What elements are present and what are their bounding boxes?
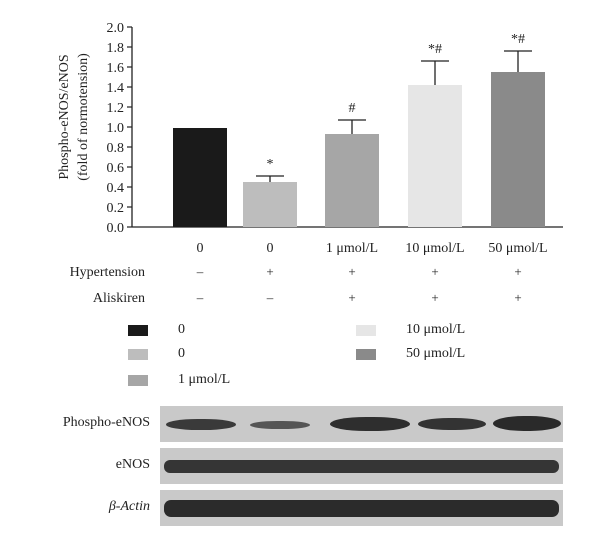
legend-label: 0	[178, 346, 185, 361]
y-tick-label: 1.2	[107, 101, 125, 116]
blot-row-phospho-enos: Phospho-eNOS	[0, 406, 600, 444]
y-tick-label: 0.6	[107, 161, 125, 176]
legend-label: 50 μmol/L	[406, 346, 466, 361]
y-tick-label: 2.0	[107, 21, 125, 36]
chart-annotations: 0 * 0 #1 μmol/L *# 10 μmol/L *# 50 μmol/L Hypert…	[70, 32, 548, 306]
legend-swatch	[128, 374, 148, 386]
condition-symbol: +	[514, 264, 521, 279]
chart-axes: 0.0 0.2 0.4 0.6 0.8 1.0 1.2 1.4 1.6 1.8 2.0	[107, 21, 563, 236]
condition-symbol: +	[266, 264, 273, 279]
bar	[173, 128, 227, 227]
x-category-label: 50 μmol/L	[488, 241, 547, 256]
y-axis-label-line1: Phospho-eNOS/eNOS	[57, 54, 72, 179]
x-category-label: 10 μmol/L	[405, 241, 464, 256]
y-tick-label: 0.0	[107, 221, 125, 236]
condition-symbol: +	[348, 264, 355, 279]
condition-symbol: +	[431, 290, 438, 305]
blot-label: β-Actin	[108, 499, 150, 514]
condition-symbol: –	[266, 290, 274, 305]
legend-label: 0	[178, 322, 185, 337]
y-tick-label: 1.6	[107, 61, 125, 76]
legend-swatch	[128, 324, 148, 336]
blot-label: Phospho-eNOS	[62, 415, 150, 430]
x-category-label: 0	[267, 241, 274, 256]
condition-row-label: Aliskiren	[93, 291, 145, 306]
y-tick-label: 0.2	[107, 201, 125, 216]
bar-chart: 0.0 0.2 0.4 0.6 0.8 1.0 1.2 1.4 1.6 1.8 2.0 0 * 0 #1 …	[57, 21, 563, 306]
y-tick-label: 0.4	[107, 181, 125, 196]
condition-symbol: +	[348, 290, 355, 305]
legend-item: 0	[128, 346, 185, 362]
blot-image	[160, 406, 563, 442]
legend-item: 1 μmol/L	[128, 372, 230, 388]
bar	[408, 85, 462, 227]
bar	[325, 134, 379, 227]
x-category-label: 0	[197, 241, 204, 256]
legend-swatch	[128, 348, 148, 360]
legend-item: 0	[128, 322, 185, 338]
legend-item: 50 μmol/L	[356, 346, 465, 362]
blot-label: eNOS	[115, 457, 150, 472]
condition-symbol: +	[514, 290, 521, 305]
legend: 0 0 1 μmol/L 10 μmol/L 50 μmol/L	[128, 322, 548, 392]
condition-symbol: –	[196, 290, 204, 305]
legend-label: 10 μmol/L	[406, 322, 466, 337]
y-axis-label-line2: (fold of normotension)	[76, 53, 91, 181]
blot-image	[160, 490, 563, 526]
y-tick-label: 1.0	[107, 121, 125, 136]
legend-swatch	[356, 324, 376, 336]
significance-marker: *#	[511, 32, 525, 47]
significance-marker: *	[267, 157, 274, 172]
y-tick-label: 1.8	[107, 41, 125, 56]
bar	[491, 72, 545, 227]
legend-label: 1 μmol/L	[178, 372, 231, 387]
condition-symbol: +	[431, 264, 438, 279]
blot-row-beta-actin: β-Actin	[0, 490, 600, 528]
legend-swatch	[356, 348, 376, 360]
condition-symbol: –	[196, 264, 204, 279]
y-tick-label: 0.8	[107, 141, 125, 156]
significance-marker: *#	[428, 42, 442, 57]
significance-marker: #	[349, 101, 356, 116]
legend-item: 10 μmol/L	[356, 322, 465, 338]
blot-row-enos: eNOS	[0, 448, 600, 486]
bar	[243, 182, 297, 227]
chart-bars	[173, 72, 545, 227]
western-blot-panel: Phospho-eNOS eNOS β-Actin	[0, 406, 600, 530]
condition-row-label: Hypertension	[70, 265, 145, 280]
x-category-label: 1 μmol/L	[326, 241, 378, 256]
y-tick-label: 1.4	[107, 81, 125, 96]
blot-image	[160, 448, 563, 484]
